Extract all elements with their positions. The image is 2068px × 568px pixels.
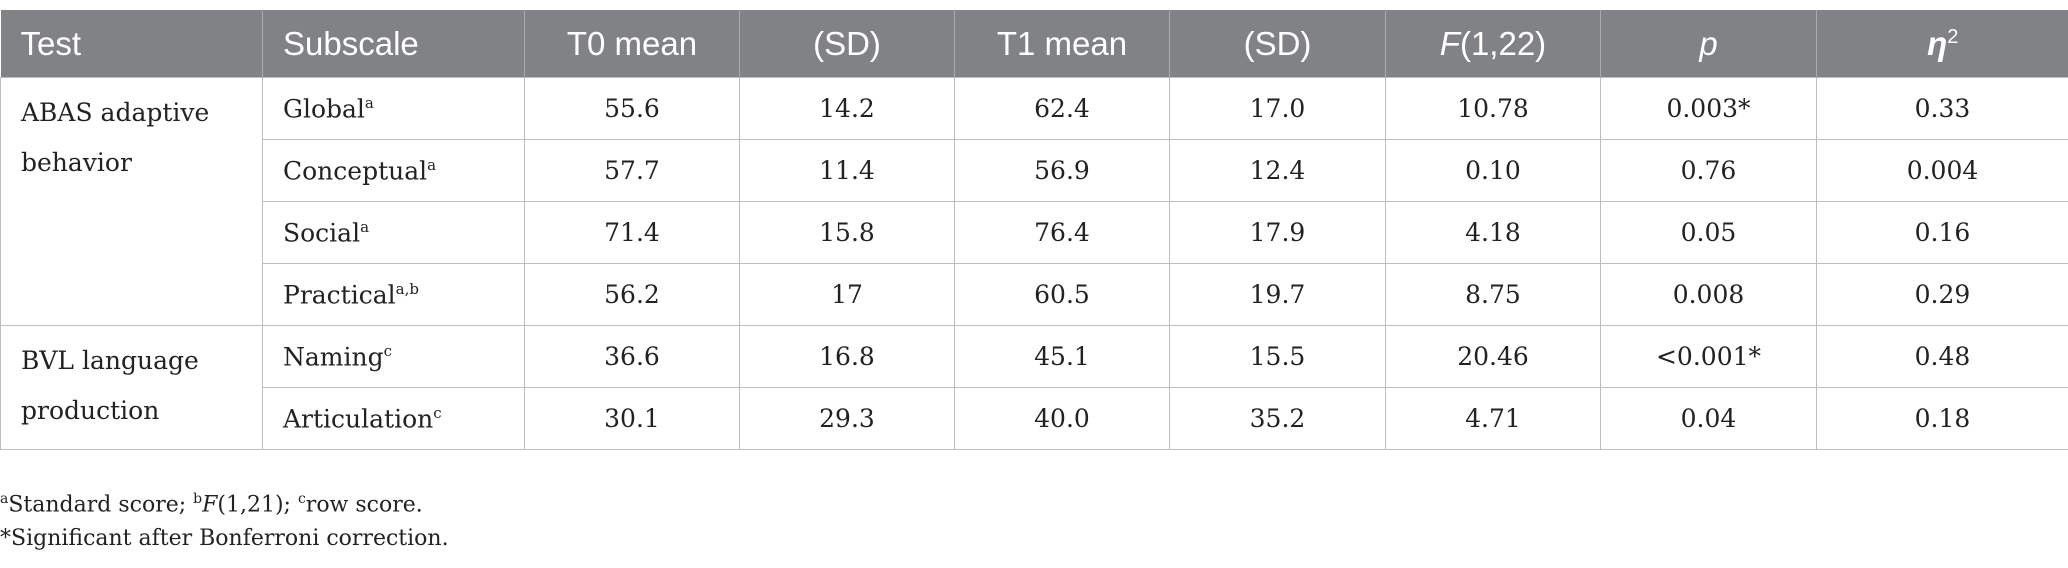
subscale-footnote-marker: c: [433, 403, 442, 422]
f-value-cell: 20.46: [1385, 325, 1601, 388]
results-table: Test Subscale T0 mean (SD) T1 mean (SD) …: [0, 10, 2068, 450]
subscale-name: Global: [283, 94, 365, 124]
t1-sd-cell: 17.0: [1169, 77, 1386, 140]
subscale-cell: Articulationc: [262, 387, 525, 450]
t1-mean-cell: 60.5: [954, 263, 1170, 326]
footnote-line-1: aStandard score; bF(1,21); crow score.: [0, 491, 423, 517]
eta-squared-cell: 0.004: [1816, 139, 2068, 202]
p-value-cell: 0.05: [1600, 201, 1817, 264]
t0-sd-cell: 16.8: [739, 325, 955, 388]
t0-mean-cell: 55.6: [524, 77, 740, 140]
footnote-line-2: *Significant after Bonferroni correction…: [0, 526, 449, 551]
subscale-name: Articulation: [283, 404, 434, 434]
header-f-df: (1,22): [1459, 24, 1547, 62]
t0-sd-cell: 29.3: [739, 387, 955, 450]
t0-mean-cell: 56.2: [524, 263, 740, 326]
p-value-cell: 0.76: [1600, 139, 1817, 202]
header-t1-mean: T1 mean: [954, 10, 1170, 78]
table-row: Conceptuala 57.7 11.4 56.9 12.4 0.10 0.76 0.004: [1, 139, 2068, 202]
eta-squared-cell: 0.16: [1816, 201, 2068, 264]
table-row: Sociala 71.4 15.8 76.4 17.9 4.18 0.05 0.16: [1, 201, 2068, 264]
test-name-cell: BVL language production: [0, 325, 263, 450]
subscale-footnote-marker: a,b: [395, 279, 419, 298]
t0-sd-cell: 14.2: [739, 77, 955, 140]
subscale-footnote-marker: a: [364, 93, 374, 112]
header-eta-letter: η: [1927, 24, 1948, 62]
footnote-marker-c: c: [297, 491, 306, 507]
f-value-cell: 0.10: [1385, 139, 1601, 202]
header-f-letter: F: [1439, 24, 1460, 62]
eta-squared-cell: 0.29: [1816, 263, 2068, 326]
header-p-letter: p: [1699, 24, 1718, 62]
subscale-name: Practical: [283, 280, 396, 310]
table-body: ABAS adaptive behavior Globala 55.6 14.2 62.…: [0, 77, 2068, 450]
t1-mean-cell: 76.4: [954, 201, 1170, 264]
t0-sd-cell: 17: [739, 263, 955, 326]
subscale-cell: Conceptuala: [262, 139, 525, 202]
subscale-name: Naming: [283, 342, 384, 372]
f-value-cell: 4.71: [1385, 387, 1601, 450]
t0-sd-cell: 15.8: [739, 201, 955, 264]
subscale-cell: Practicala,b: [262, 263, 525, 326]
f-value-cell: 8.75: [1385, 263, 1601, 326]
table-row: Practicala,b 56.2 17 60.5 19.7 8.75 0.008 0.29: [1, 263, 2068, 326]
subscale-cell: Namingc: [262, 325, 525, 388]
footnote-c-text: row score.: [305, 492, 423, 518]
t1-sd-cell: 12.4: [1169, 139, 1386, 202]
t0-mean-cell: 57.7: [524, 139, 740, 202]
p-value-cell: 0.003*: [1600, 77, 1817, 140]
table-row: Articulationc 30.1 29.3 40.0 35.2 4.71 0.04 0.1…: [1, 387, 2068, 450]
p-value-cell: 0.008: [1600, 263, 1817, 326]
header-t1-sd: (SD): [1169, 10, 1386, 78]
t0-mean-cell: 30.1: [524, 387, 740, 450]
footnote-b-f: F: [202, 492, 218, 518]
header-eta-squared: η2: [1816, 10, 2068, 78]
header-f-stat: F(1,22): [1385, 10, 1601, 78]
eta-squared-cell: 0.48: [1816, 325, 2068, 388]
header-p-value: p: [1600, 10, 1817, 78]
t1-sd-cell: 35.2: [1169, 387, 1386, 450]
f-value-cell: 4.18: [1385, 201, 1601, 264]
subscale-cell: Sociala: [262, 201, 525, 264]
subscale-cell: Globala: [262, 77, 525, 140]
subscale-name: Social: [283, 218, 361, 248]
t1-mean-cell: 40.0: [954, 387, 1170, 450]
test-name-cell: ABAS adaptive behavior: [0, 77, 263, 326]
t0-mean-cell: 71.4: [524, 201, 740, 264]
t1-mean-cell: 45.1: [954, 325, 1170, 388]
footnote-b-text: (1,21);: [217, 492, 298, 518]
eta-squared-cell: 0.18: [1816, 387, 2068, 450]
p-value-cell: <0.001*: [1600, 325, 1817, 388]
t0-sd-cell: 11.4: [739, 139, 955, 202]
t1-mean-cell: 56.9: [954, 139, 1170, 202]
header-test: Test: [0, 10, 263, 78]
header-subscale: Subscale: [262, 10, 525, 78]
p-value-cell: 0.04: [1600, 387, 1817, 450]
header-t0-mean: T0 mean: [524, 10, 740, 78]
subscale-footnote-marker: a: [360, 217, 370, 236]
footnote-a-text: Standard score;: [8, 492, 194, 518]
footnote-marker-b: b: [193, 491, 203, 507]
f-value-cell: 10.78: [1385, 77, 1601, 140]
t0-mean-cell: 36.6: [524, 325, 740, 388]
t1-sd-cell: 17.9: [1169, 201, 1386, 264]
subscale-footnote-marker: c: [383, 341, 392, 360]
t1-sd-cell: 19.7: [1169, 263, 1386, 326]
table-row: ABAS adaptive behavior Globala 55.6 14.2 62.…: [0, 77, 2068, 326]
eta-squared-cell: 0.33: [1816, 77, 2068, 140]
subscale-name: Conceptual: [283, 156, 428, 186]
subscale-footnote-marker: a: [427, 155, 437, 174]
t1-mean-cell: 62.4: [954, 77, 1170, 140]
footnote-marker-a: a: [0, 491, 9, 507]
header-eta-exponent: 2: [1947, 25, 1959, 48]
table-row: BVL language production Namingc 36.6 16.8 45…: [0, 325, 2068, 450]
header-t0-sd: (SD): [739, 10, 955, 78]
header-row: Test Subscale T0 mean (SD) T1 mean (SD) …: [0, 10, 2068, 78]
t1-sd-cell: 15.5: [1169, 325, 1386, 388]
